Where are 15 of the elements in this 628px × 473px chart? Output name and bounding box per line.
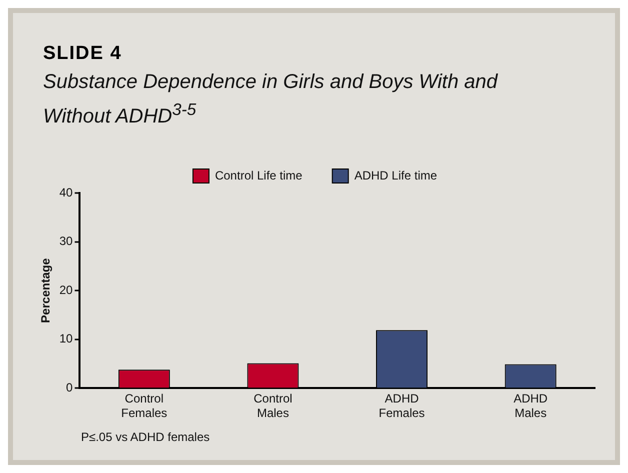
x-tick-label: ADHD Males [514,392,548,420]
x-tick-label: ADHD Females [378,392,425,420]
y-tick-label: 20 [59,282,74,297]
x-tick-label: Control Males [254,392,292,420]
x-tick-label: Control Females [121,392,168,420]
chart-title: SLIDE 4 [43,43,122,65]
y-axis-title: Percentage [38,258,53,323]
y-tick-label: 10 [59,332,74,346]
chart-subtitle: Substance Dependence in Girls and Boys With and Without ADHD$^{3-5}$ [43,70,499,130]
y-tick-label: 0 [66,380,74,395]
text: P≤.05 vs ADHD females [81,430,210,444]
y-tick-label: 30 [59,234,74,248]
y-tick-label: 40 [59,185,74,200]
legend-label: ADHD Life time [354,168,438,182]
legend-label: Control Life time [214,168,303,182]
